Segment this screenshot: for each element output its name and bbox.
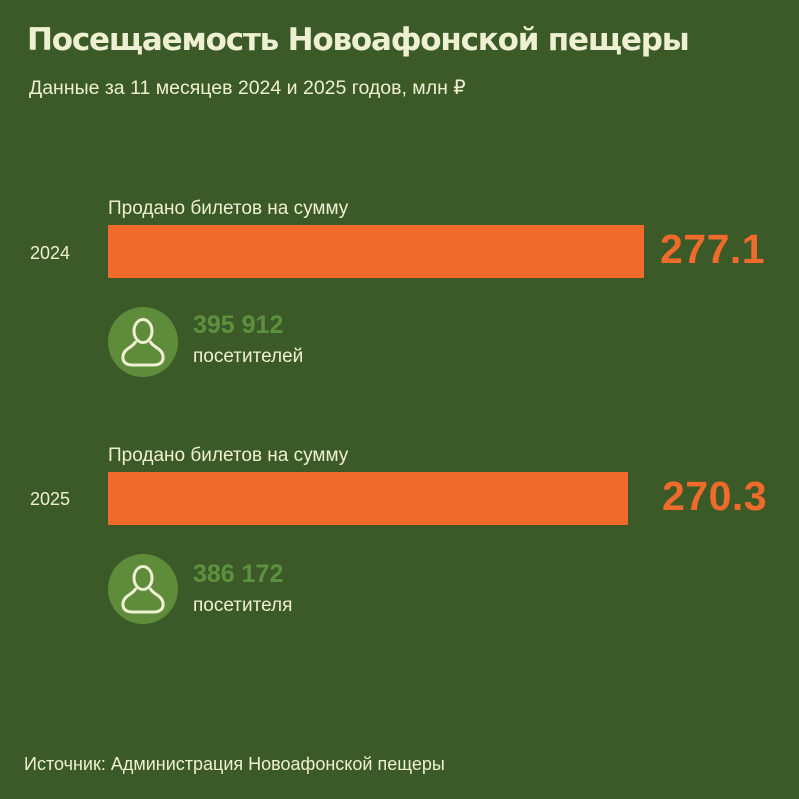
visitors-badge xyxy=(108,554,178,624)
bar-caption: Продано билетов на сумму xyxy=(108,445,349,466)
bar-caption: Продано билетов на сумму xyxy=(108,198,349,219)
year-label: 2024 xyxy=(30,243,71,263)
page-title: Посещаемость Новоафонской пещеры xyxy=(27,22,690,58)
source-note: Источник: Администрация Новоафонской пещ… xyxy=(24,754,445,774)
visitors-count: 386 172 xyxy=(193,560,284,588)
revenue-bar xyxy=(108,225,644,278)
year-label: 2025 xyxy=(30,489,71,509)
revenue-value: 277.1 xyxy=(660,226,766,272)
visitors-count: 395 912 xyxy=(193,311,284,339)
visitors-label: посетителей xyxy=(193,346,304,367)
person-icon xyxy=(121,318,165,367)
revenue-bar xyxy=(108,472,628,525)
visitors-label: посетителя xyxy=(193,595,293,616)
revenue-value: 270.3 xyxy=(662,473,768,519)
person-icon xyxy=(121,565,165,614)
visitors-badge xyxy=(108,307,178,377)
page-subtitle: Данные за 11 месяцев 2024 и 2025 годов, … xyxy=(29,77,466,99)
